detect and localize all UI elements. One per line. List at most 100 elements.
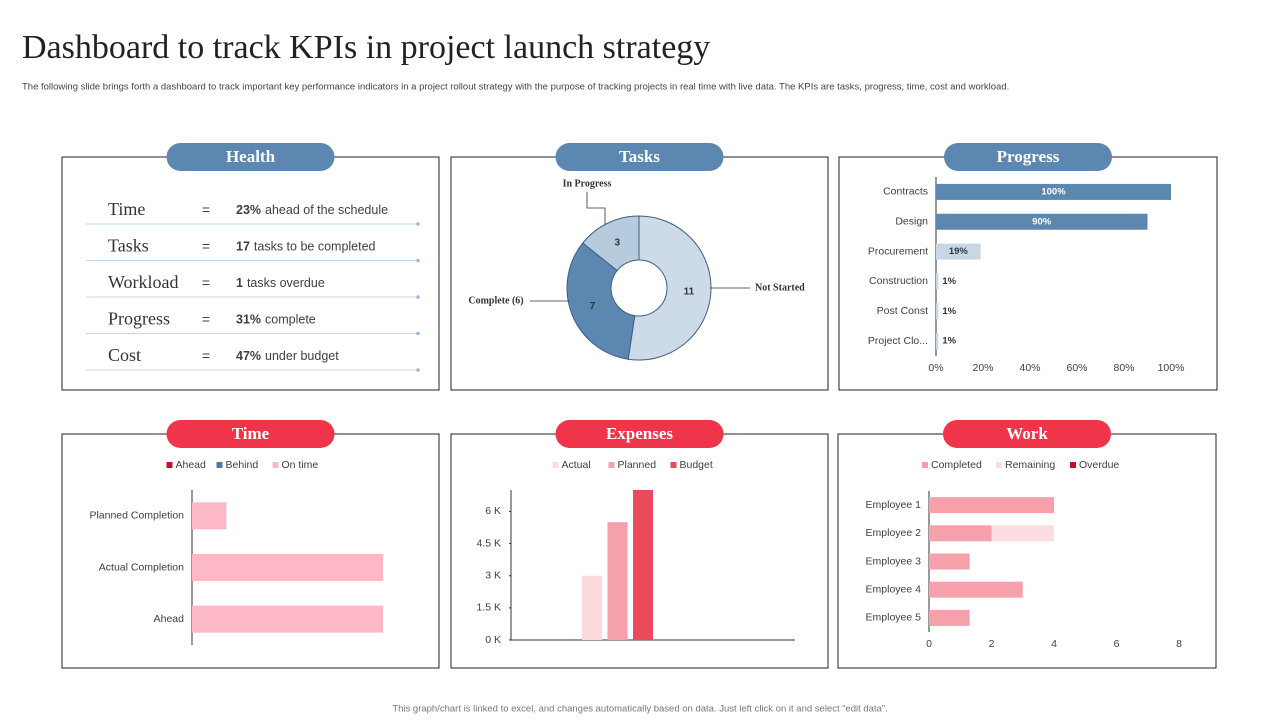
bar-value-label: 1% bbox=[942, 306, 956, 317]
health-value: 1 bbox=[236, 276, 243, 290]
panel bbox=[837, 433, 1217, 669]
donut-segment bbox=[566, 242, 636, 360]
bar-segment bbox=[991, 525, 1054, 542]
donut-value-label: 11 bbox=[684, 286, 695, 297]
panel bbox=[61, 156, 440, 391]
health-dot bbox=[416, 331, 420, 336]
page-title: Dashboard to track KPIs in project launc… bbox=[22, 29, 710, 66]
health-value-line: 31% complete bbox=[236, 313, 316, 327]
panel-header bbox=[166, 420, 335, 448]
panel-title: Tasks bbox=[619, 147, 660, 166]
bar-segment bbox=[192, 502, 227, 530]
health-text: complete bbox=[265, 313, 316, 327]
health-label: Workload bbox=[108, 272, 179, 292]
health-value: 31% bbox=[236, 313, 261, 327]
bar bbox=[936, 303, 939, 320]
y-tick-label: Employee 4 bbox=[866, 583, 922, 595]
panel-header bbox=[166, 143, 335, 171]
panel-title: Progress bbox=[997, 147, 1060, 166]
health-dot bbox=[416, 222, 420, 226]
legend-swatch bbox=[216, 462, 223, 468]
y-tick-label: Design bbox=[895, 216, 928, 228]
legend-swatch bbox=[922, 462, 928, 468]
bar-value-label: 100% bbox=[1041, 186, 1066, 197]
health-value-line: 23% ahead of the schedule bbox=[236, 203, 388, 217]
health-value: 47% bbox=[236, 349, 261, 363]
health-value: 23% bbox=[236, 203, 261, 217]
y-tick-label: Actual Completion bbox=[99, 561, 184, 573]
legend-swatch bbox=[996, 462, 1002, 468]
health-label: Progress bbox=[108, 309, 170, 329]
bar-value-label: 90% bbox=[1032, 216, 1052, 227]
bar bbox=[582, 575, 602, 640]
y-tick-label: Post Const bbox=[877, 305, 928, 317]
y-tick-label: Employee 2 bbox=[866, 527, 922, 539]
bar bbox=[936, 213, 1148, 230]
y-tick-label: Project Clo... bbox=[868, 335, 928, 347]
bar bbox=[936, 183, 1171, 200]
legend-swatch bbox=[1070, 462, 1076, 468]
legend-swatch bbox=[166, 462, 173, 468]
panel-header bbox=[943, 420, 1111, 448]
bar bbox=[936, 243, 981, 260]
panel-title: Work bbox=[1006, 424, 1048, 443]
panel-title: Health bbox=[226, 147, 276, 166]
legend-label: Actual bbox=[562, 459, 591, 471]
bar-segment bbox=[929, 497, 1054, 514]
health-equals: = bbox=[202, 238, 210, 254]
health-text: under budget bbox=[265, 349, 339, 363]
panel-title: Expenses bbox=[606, 424, 673, 443]
y-tick-label: 6 K bbox=[485, 505, 501, 517]
donut-category-label: Not Started bbox=[755, 282, 805, 293]
health-equals: = bbox=[202, 275, 210, 291]
health-label: Time bbox=[108, 199, 145, 219]
legend-label: Behind bbox=[226, 459, 259, 471]
x-tick-label: 60% bbox=[1066, 362, 1087, 374]
legend-swatch bbox=[552, 462, 559, 468]
bar-segment bbox=[929, 553, 970, 570]
x-tick-label: 2 bbox=[989, 638, 995, 650]
donut-category-label: Complete (6) bbox=[468, 295, 523, 306]
bar bbox=[936, 333, 939, 350]
health-value: 17 bbox=[236, 240, 250, 254]
bar-value-label: 1% bbox=[942, 336, 956, 347]
footer-note: This graph/chart is linked to excel, and… bbox=[392, 704, 887, 715]
y-tick-label: Planned Completion bbox=[89, 510, 184, 522]
health-text: tasks to be completed bbox=[254, 240, 376, 254]
x-tick-label: 8 bbox=[1176, 638, 1182, 650]
bar-segment bbox=[929, 581, 1023, 598]
x-tick-label: 4 bbox=[1051, 638, 1057, 650]
health-equals: = bbox=[202, 311, 210, 327]
bar-value-label: 19% bbox=[949, 246, 969, 257]
legend-label: Overdue bbox=[1079, 459, 1119, 471]
health-dot bbox=[416, 258, 420, 263]
x-tick-label: 80% bbox=[1113, 362, 1134, 374]
bar bbox=[936, 273, 939, 290]
bar bbox=[633, 490, 653, 640]
panel-header bbox=[555, 420, 724, 448]
bar-segment bbox=[929, 525, 992, 542]
legend-label: Ahead bbox=[176, 459, 207, 471]
health-label: Tasks bbox=[108, 236, 149, 256]
health-dot bbox=[416, 368, 420, 372]
x-tick-label: 100% bbox=[1158, 362, 1185, 374]
legend-label: Planned bbox=[618, 459, 657, 471]
panel-header bbox=[555, 143, 724, 171]
health-value-line: 47% under budget bbox=[236, 349, 339, 363]
x-tick-label: 6 bbox=[1114, 638, 1120, 650]
y-tick-label: Construction bbox=[869, 275, 928, 287]
y-tick-label: 1.5 K bbox=[476, 602, 501, 614]
panel-header bbox=[944, 143, 1112, 171]
health-text: tasks overdue bbox=[247, 276, 325, 290]
y-tick-label: Employee 1 bbox=[866, 499, 922, 511]
bar-value-label: 1% bbox=[942, 276, 956, 287]
legend-swatch bbox=[608, 462, 615, 468]
y-tick-label: Contracts bbox=[883, 186, 928, 198]
y-tick-label: 3 K bbox=[485, 569, 501, 581]
bar-segment bbox=[929, 609, 970, 626]
donut-value-label: 3 bbox=[615, 238, 621, 249]
legend-label: Completed bbox=[931, 459, 982, 471]
y-tick-label: Ahead bbox=[154, 613, 185, 625]
x-tick-label: 40% bbox=[1019, 362, 1040, 374]
bar-segment bbox=[192, 605, 383, 633]
